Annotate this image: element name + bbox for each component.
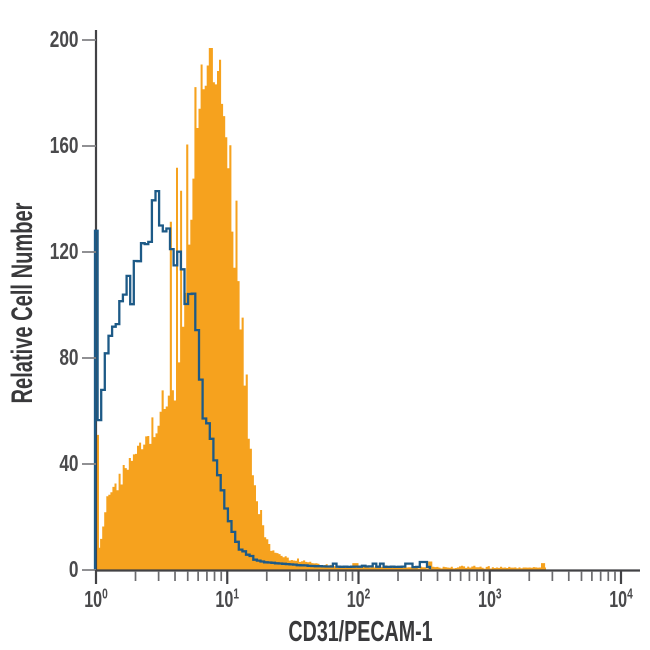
svg-text:102: 102 [347, 586, 371, 613]
svg-text:101: 101 [215, 586, 239, 613]
svg-text:40: 40 [59, 452, 78, 477]
svg-text:120: 120 [50, 240, 79, 265]
svg-text:CD31/PECAM-1: CD31/PECAM-1 [288, 617, 432, 648]
svg-text:Relative Cell Number: Relative Cell Number [6, 202, 39, 403]
svg-text:103: 103 [478, 586, 502, 613]
svg-text:160: 160 [50, 134, 79, 159]
svg-text:0: 0 [69, 558, 79, 583]
svg-text:80: 80 [59, 346, 78, 371]
svg-text:200: 200 [50, 28, 79, 53]
svg-text:104: 104 [609, 586, 633, 613]
svg-text:100: 100 [84, 586, 108, 613]
